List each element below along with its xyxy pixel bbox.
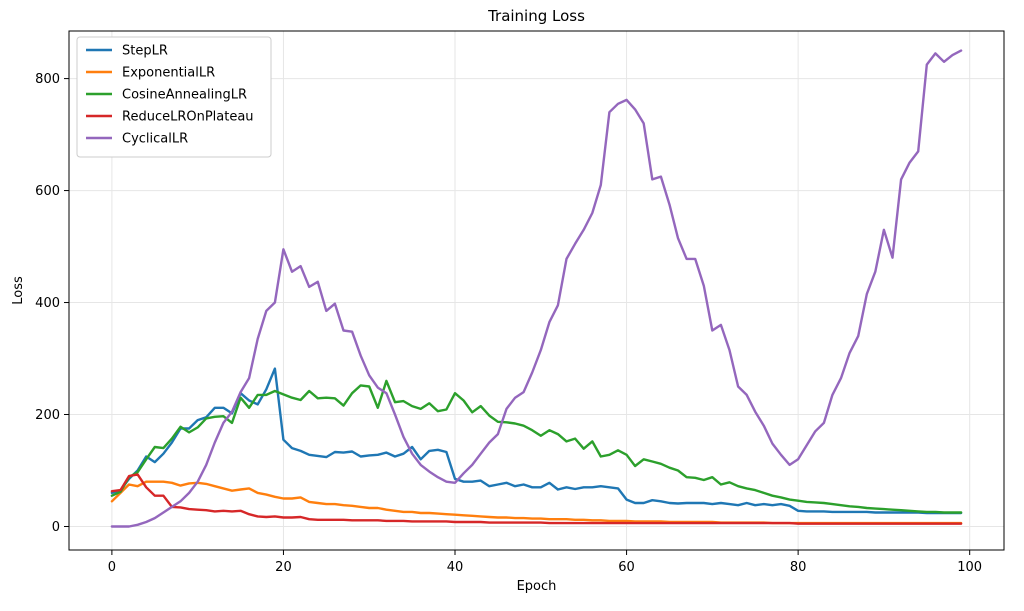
x-tick-label: 80: [790, 560, 807, 575]
y-axis-label: Loss: [11, 276, 26, 305]
y-tick-label: 600: [35, 184, 60, 199]
series-line-cosineannealinglr: [110, 379, 963, 514]
plot-frame: [68, 30, 1005, 551]
legend: StepLR ExponentialLR CosineAnnealingLR Redu…: [76, 36, 272, 158]
y-tick-label: 400: [35, 296, 60, 311]
y-tick-label: 800: [35, 72, 60, 87]
x-tick-label: 40: [447, 560, 464, 575]
series-lines: [110, 49, 963, 528]
legend-box: [76, 36, 272, 158]
x-tick-label: 0: [108, 560, 116, 575]
legend-label: ExponentialLR: [122, 66, 215, 81]
legend-label: ReduceLROnPlateau: [122, 110, 254, 125]
y-tick-label: 200: [35, 408, 60, 423]
legend-label: CosineAnnealingLR: [122, 88, 247, 103]
chart-title: Training Loss: [487, 7, 585, 25]
legend-label: CyclicalLR: [122, 132, 188, 147]
y-tick-label: 0: [52, 520, 60, 535]
x-axis-label: Epoch: [517, 579, 557, 594]
x-tick-label: 20: [275, 560, 292, 575]
x-tick-label: 60: [618, 560, 635, 575]
series-line-reducelronplateau: [110, 473, 963, 525]
legend-label: StepLR: [122, 44, 168, 59]
axis-ticks: 0 20 40 60 80 100 0 200 400 600 800: [35, 72, 982, 575]
series-line-cyclicallr: [110, 49, 963, 528]
x-tick-label: 100: [957, 560, 982, 575]
